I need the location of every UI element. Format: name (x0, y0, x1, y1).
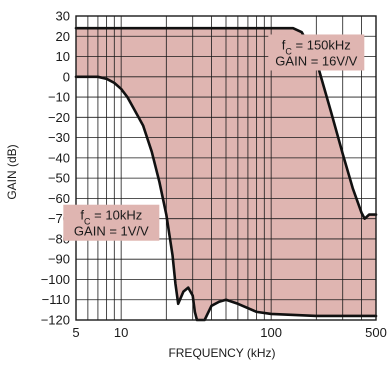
tick-labels: 3020100−10−20−30−40−50−60−70−80−90−100−1… (41, 9, 387, 341)
annotation-line1: fC = 150kHz (282, 37, 351, 56)
annotation-line2: GAIN = 16V/V (275, 53, 357, 68)
plot-border (75, 15, 377, 321)
series-line-2 (74, 75, 378, 322)
y-tick-label: −30 (48, 130, 70, 145)
annotation-line1: fC = 10kHz (80, 208, 142, 227)
y-tick-label: 20 (56, 29, 70, 44)
annotation-background (268, 34, 365, 71)
y-tick-label: 0 (63, 69, 70, 84)
y-tick-label: −50 (48, 171, 70, 186)
y-tick-label: −100 (41, 272, 70, 287)
y-tick-label: −40 (48, 150, 70, 165)
x-tick-label: 5 (72, 325, 79, 340)
y-tick-label: 10 (56, 49, 70, 64)
plot-frame (75, 15, 377, 321)
y-tick-label: 30 (56, 9, 70, 24)
y-tick-label: −90 (48, 252, 70, 267)
y-tick-label: −60 (48, 191, 70, 206)
x-tick-label: 100 (260, 325, 282, 340)
y-tick-label: −10 (48, 90, 70, 105)
y-tick-label: −110 (42, 292, 70, 307)
y-axis-label: GAIN (dB) (5, 144, 19, 199)
annotation-line2: GAIN = 1V/V (74, 224, 149, 239)
y-tick-label: −20 (48, 110, 70, 125)
x-tick-label: 500 (365, 325, 387, 340)
x-axis-label: FREQUENCY (kHz) (168, 346, 275, 360)
y-tick-label: −120 (41, 313, 70, 328)
annotation-background (63, 204, 160, 241)
x-tick-label: 10 (114, 325, 128, 340)
